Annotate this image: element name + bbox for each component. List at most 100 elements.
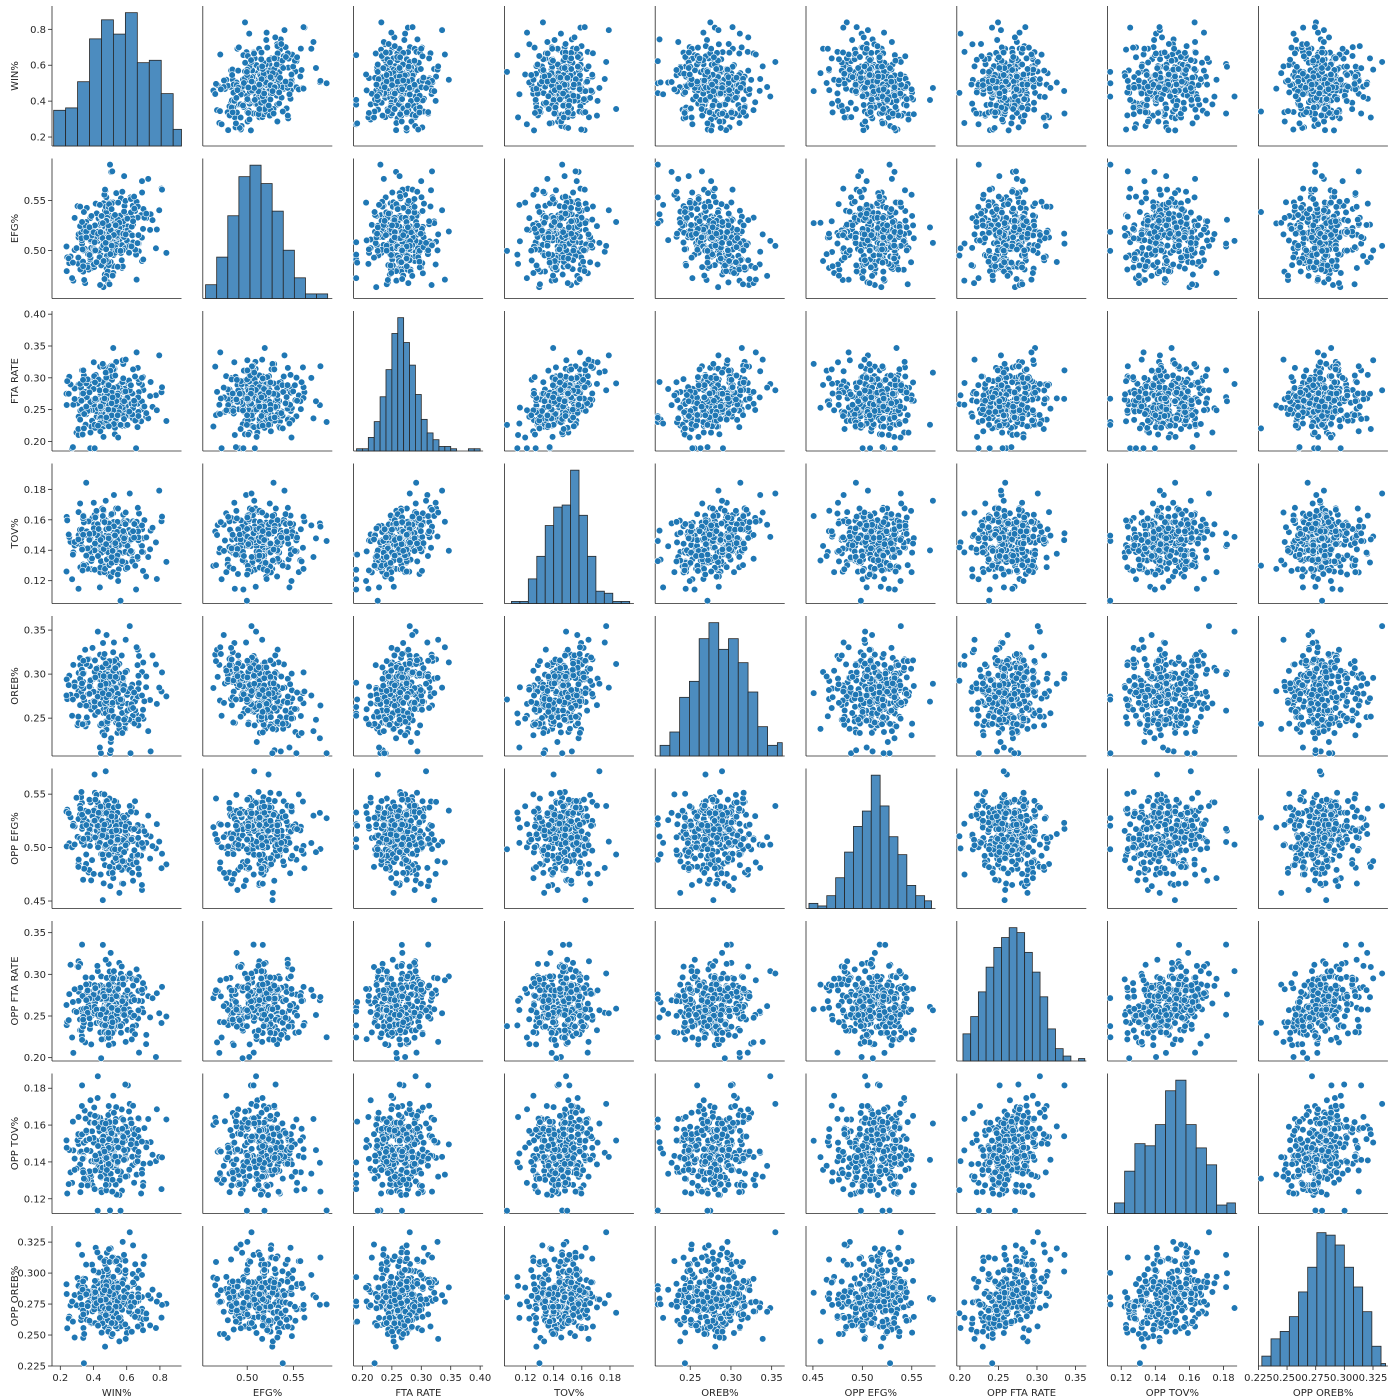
scatter-point bbox=[1210, 93, 1219, 101]
pairplot-cell-0-8 bbox=[1257, 6, 1388, 147]
scatter-point bbox=[985, 247, 993, 255]
scatter-point bbox=[860, 62, 869, 70]
scatter-point bbox=[404, 223, 412, 231]
scatter-point bbox=[1330, 188, 1339, 196]
scatter-point bbox=[1184, 197, 1192, 205]
scatter-point bbox=[810, 87, 818, 95]
scatter-point bbox=[715, 40, 723, 48]
scatter-point bbox=[744, 67, 752, 75]
scatter-point bbox=[556, 95, 564, 104]
scatter-point bbox=[751, 264, 759, 272]
scatter-point bbox=[410, 195, 419, 203]
hist-bar bbox=[148, 59, 162, 147]
scatter-point bbox=[1030, 99, 1038, 107]
scatter-point bbox=[1148, 272, 1156, 280]
scatter-point bbox=[717, 124, 725, 132]
scatter-point bbox=[1289, 30, 1298, 38]
scatter-point bbox=[740, 263, 749, 271]
scatter-point bbox=[672, 66, 681, 74]
scatter-point bbox=[1293, 63, 1301, 71]
scatter-point bbox=[1169, 260, 1177, 269]
scatter-point bbox=[759, 230, 767, 238]
pairplot-cell-1-2 bbox=[352, 158, 484, 299]
hist-bar bbox=[260, 183, 273, 299]
scatter-point bbox=[929, 239, 937, 247]
scatter-point bbox=[601, 75, 609, 83]
scatter-point bbox=[396, 53, 404, 61]
scatter-point bbox=[1106, 79, 1114, 87]
scatter-point bbox=[514, 260, 522, 268]
scatter-point bbox=[1378, 242, 1386, 250]
scatter-point bbox=[695, 54, 704, 62]
scatter-point bbox=[1299, 185, 1307, 193]
scatter-point bbox=[1188, 74, 1197, 82]
scatter-point bbox=[867, 231, 875, 239]
scatter-point bbox=[91, 246, 99, 254]
scatter-point bbox=[995, 228, 1004, 236]
scatter-point bbox=[146, 226, 154, 234]
scatter-point bbox=[551, 263, 559, 271]
pairplot-cell-2-0 bbox=[51, 311, 182, 452]
scatter-point bbox=[744, 256, 752, 264]
scatter-point bbox=[1281, 214, 1289, 222]
scatter-point bbox=[428, 167, 436, 175]
scatter-point bbox=[725, 210, 733, 218]
scatter-point bbox=[985, 68, 993, 76]
scatter-point bbox=[583, 77, 591, 86]
scatter-point bbox=[1172, 101, 1181, 110]
scatter-point bbox=[1130, 234, 1138, 242]
scatter-point bbox=[576, 275, 584, 283]
scatter-point bbox=[1339, 45, 1347, 53]
scatter-point bbox=[1161, 85, 1169, 93]
scatter-point bbox=[1182, 42, 1191, 50]
scatter-point bbox=[902, 101, 911, 110]
scatter-point bbox=[888, 175, 896, 183]
hist-bar bbox=[316, 293, 329, 299]
scatter-point bbox=[1362, 221, 1371, 229]
scatter-point bbox=[890, 242, 898, 250]
scatter-point bbox=[751, 98, 759, 106]
scatter-point bbox=[993, 36, 1001, 44]
scatter-point bbox=[374, 247, 382, 255]
scatter-point bbox=[139, 255, 147, 264]
scatter-point bbox=[890, 124, 898, 132]
scatter-point bbox=[1008, 66, 1016, 74]
scatter-point bbox=[1300, 52, 1308, 60]
scatter-point bbox=[1188, 259, 1197, 267]
scatter-point bbox=[127, 242, 136, 250]
scatter-point bbox=[1292, 92, 1300, 100]
scatter-point bbox=[353, 119, 361, 127]
scatter-point bbox=[709, 223, 717, 231]
scatter-point bbox=[279, 64, 287, 72]
scatter-point bbox=[1285, 236, 1293, 245]
scatter-point bbox=[655, 210, 664, 218]
scatter-point bbox=[297, 66, 306, 74]
hist-bar bbox=[160, 93, 174, 147]
scatter-point bbox=[885, 161, 894, 169]
scatter-point bbox=[1222, 240, 1230, 248]
scatter-point bbox=[1187, 239, 1195, 247]
scatter-point bbox=[1158, 33, 1166, 41]
scatter-point bbox=[926, 96, 934, 104]
scatter-point bbox=[581, 185, 589, 194]
scatter-point bbox=[1203, 81, 1211, 89]
scatter-point bbox=[243, 95, 251, 103]
scatter-point bbox=[62, 242, 71, 251]
scatter-point bbox=[967, 80, 976, 89]
scatter-point bbox=[212, 80, 220, 88]
scatter-point bbox=[255, 105, 263, 113]
scatter-point bbox=[819, 257, 827, 265]
scatter-point bbox=[1193, 113, 1201, 121]
scatter-point bbox=[1155, 217, 1163, 225]
scatter-point bbox=[860, 33, 868, 41]
scatter-point bbox=[739, 280, 747, 288]
scatter-point bbox=[1000, 247, 1008, 255]
scatter-point bbox=[552, 186, 560, 194]
scatter-point bbox=[823, 79, 831, 87]
scatter-point bbox=[825, 86, 833, 94]
scatter-point bbox=[569, 246, 577, 255]
scatter-point bbox=[825, 230, 833, 238]
scatter-point bbox=[732, 94, 740, 102]
scatter-point bbox=[1020, 95, 1028, 103]
scatter-point bbox=[879, 233, 887, 241]
